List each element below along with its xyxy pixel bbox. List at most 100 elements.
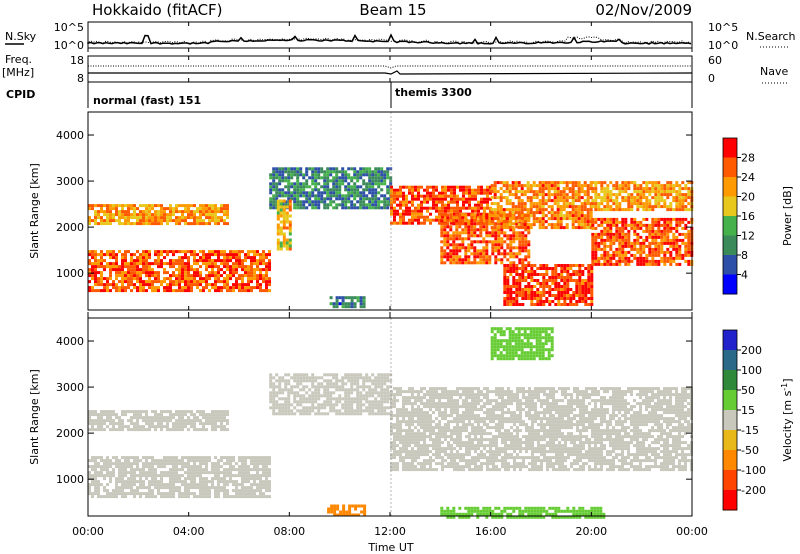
power-cell	[148, 271, 151, 275]
power-cell	[455, 243, 459, 247]
velocity-cell	[232, 456, 235, 460]
velocity-cell	[91, 419, 94, 423]
power-cell	[603, 262, 607, 266]
power-cell	[572, 273, 576, 276]
velocity-cell	[262, 495, 265, 499]
power-cell	[142, 289, 145, 293]
power-cell	[590, 267, 594, 270]
power-cell	[569, 267, 573, 270]
power-cell	[238, 277, 241, 281]
velocity-cell	[127, 492, 130, 496]
power-cell	[136, 271, 139, 275]
power-cell	[178, 250, 181, 254]
velocity-cell	[103, 462, 106, 466]
power-cell	[229, 250, 232, 254]
power-cell	[353, 197, 357, 201]
power-cell	[630, 217, 634, 221]
power-cell	[338, 185, 342, 189]
power-cell	[124, 274, 127, 278]
power-cell	[545, 300, 549, 303]
power-cell	[651, 184, 655, 188]
velocity-cell	[332, 391, 336, 395]
velocity-cell	[139, 471, 142, 475]
power-cell	[142, 222, 145, 226]
power-cell	[527, 273, 531, 276]
power-cell	[606, 232, 610, 236]
velocity-cell	[269, 379, 273, 383]
power-cell	[675, 184, 679, 188]
power-cell	[645, 256, 649, 260]
power-cell	[497, 240, 501, 244]
velocity-cell	[278, 382, 282, 386]
velocity-cell	[148, 495, 151, 499]
power-cell	[127, 283, 130, 287]
power-cell	[536, 288, 540, 291]
velocity-cell	[226, 489, 229, 493]
velocity-cell	[259, 459, 262, 463]
power-cell	[160, 262, 163, 266]
power-cell	[575, 294, 579, 297]
power-cell	[103, 222, 106, 226]
power-cell	[468, 188, 471, 192]
power-cell	[550, 223, 554, 227]
power-cell	[675, 190, 679, 194]
power-cell	[562, 202, 566, 206]
power-cell	[386, 200, 390, 204]
power-cell	[223, 265, 226, 269]
power-cell	[402, 191, 405, 195]
velocity-cell	[139, 428, 142, 432]
power-cell	[402, 212, 405, 216]
power-cell	[341, 299, 345, 303]
power-cell	[474, 209, 477, 213]
power-cell	[115, 207, 118, 211]
power-cell	[467, 255, 471, 259]
power-cell	[514, 181, 518, 185]
power-cell	[539, 273, 543, 276]
power-cell	[350, 176, 354, 180]
power-cell	[506, 264, 510, 267]
power-cell	[563, 276, 567, 279]
power-cell	[557, 303, 561, 306]
power-cell	[272, 200, 276, 204]
power-cell	[374, 188, 378, 192]
power-cell	[335, 167, 339, 171]
power-cell	[211, 265, 214, 269]
power-cell	[521, 264, 525, 267]
velocity-cell	[362, 409, 366, 413]
power-cell	[479, 258, 483, 262]
power-cell	[423, 194, 426, 198]
power-cell	[446, 213, 450, 217]
power-cell	[124, 210, 127, 214]
velocity-cell	[296, 400, 300, 404]
power-cell	[464, 246, 468, 250]
power-cell	[157, 289, 160, 293]
power-cell	[199, 289, 202, 293]
power-cell	[226, 262, 229, 266]
velocity-cell	[305, 409, 309, 413]
power-cell	[518, 303, 522, 306]
power-cell	[151, 274, 154, 278]
power-cell	[109, 268, 112, 272]
power-cell	[332, 194, 336, 198]
power-cell	[202, 219, 205, 223]
power-cell	[443, 240, 447, 244]
power-cell	[672, 232, 676, 236]
power-cell	[452, 234, 456, 238]
velocity-cell	[226, 474, 229, 478]
velocity-cell	[175, 456, 178, 460]
power-cell	[569, 288, 573, 291]
power-cell	[483, 206, 486, 210]
power-cell	[109, 283, 112, 287]
power-cell	[293, 191, 297, 195]
power-cell	[669, 256, 673, 260]
velocity-cell	[296, 391, 300, 395]
power-cell	[106, 210, 109, 214]
power-cell	[684, 193, 688, 197]
power-cell	[223, 286, 226, 290]
power-cell	[505, 226, 509, 230]
power-cell	[615, 199, 619, 203]
velocity-cell	[208, 480, 211, 484]
velocity-cell	[115, 492, 118, 496]
power-cell	[476, 255, 480, 259]
power-cell	[684, 244, 688, 248]
